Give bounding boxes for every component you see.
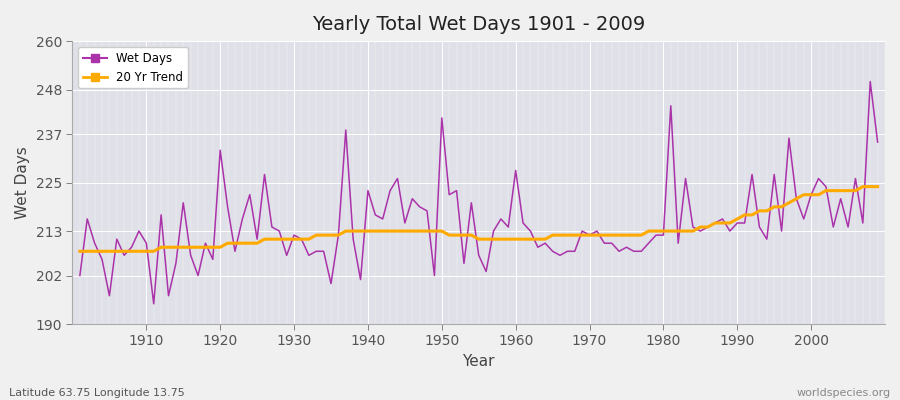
X-axis label: Year: Year: [463, 354, 495, 369]
Legend: Wet Days, 20 Yr Trend: Wet Days, 20 Yr Trend: [78, 47, 188, 88]
Text: Latitude 63.75 Longitude 13.75: Latitude 63.75 Longitude 13.75: [9, 388, 184, 398]
Text: worldspecies.org: worldspecies.org: [796, 388, 891, 398]
Y-axis label: Wet Days: Wet Days: [15, 146, 30, 219]
Title: Yearly Total Wet Days 1901 - 2009: Yearly Total Wet Days 1901 - 2009: [312, 15, 645, 34]
